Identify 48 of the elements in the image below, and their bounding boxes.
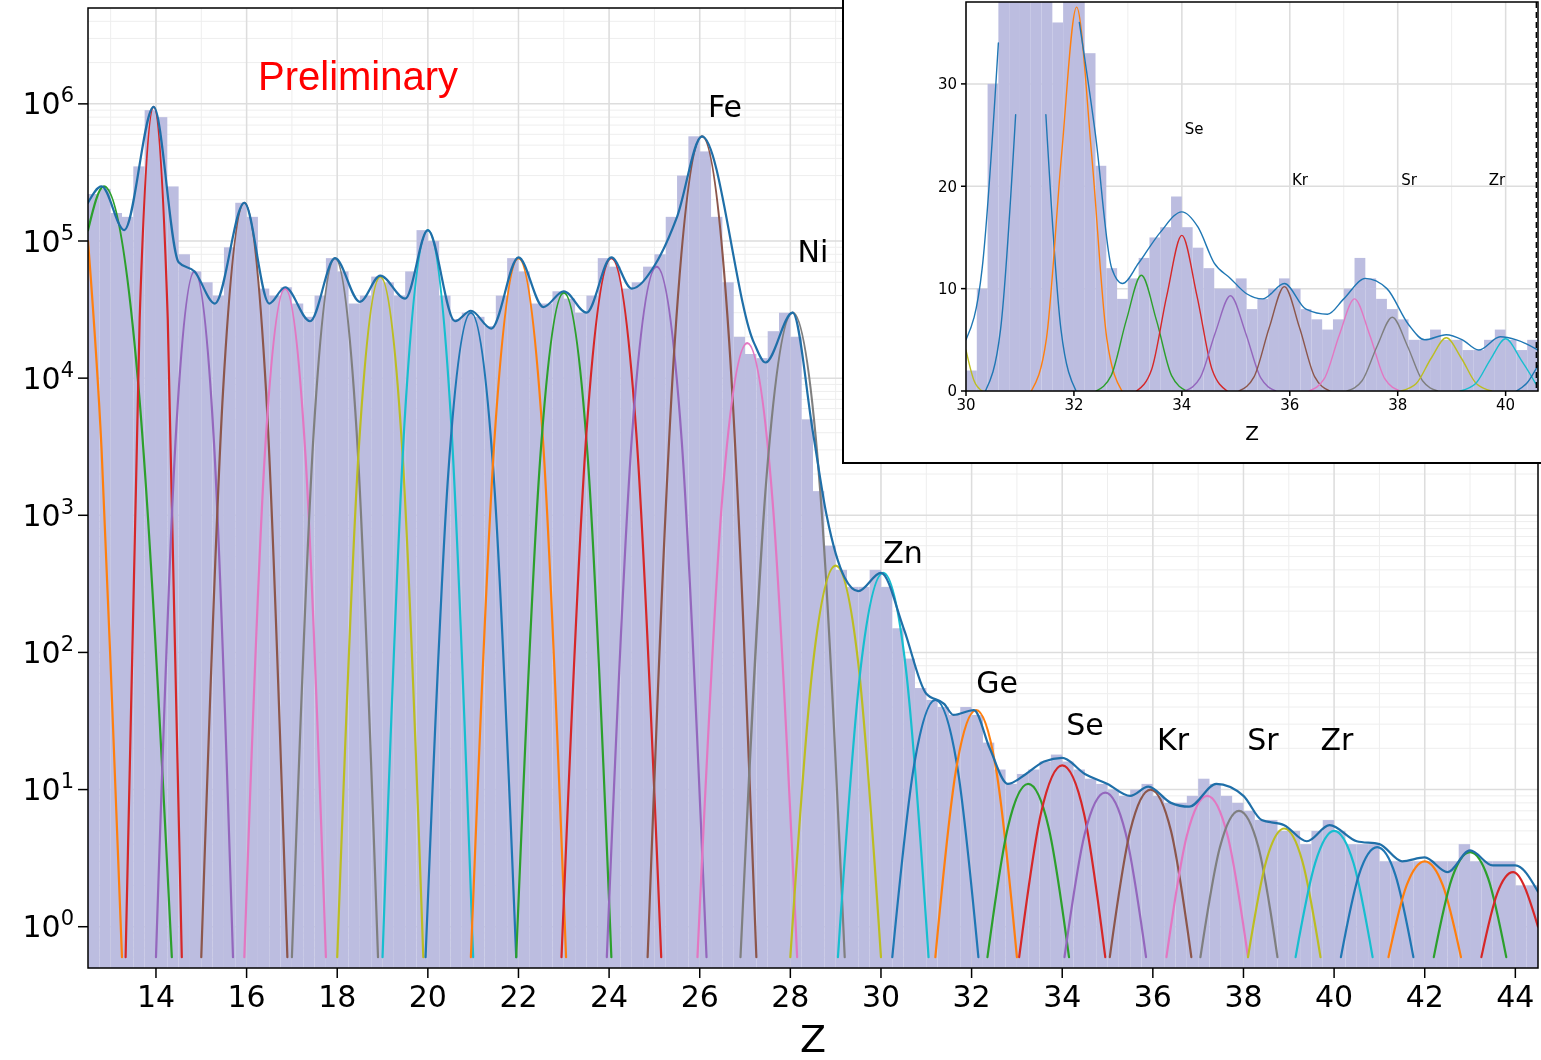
annotation: Zr <box>1320 722 1355 757</box>
x-tick-label: 34 <box>1172 396 1192 415</box>
x-tick-label: 30 <box>956 396 976 415</box>
annotation: Sr <box>1401 171 1418 189</box>
annotation: Se <box>1066 707 1104 742</box>
y-tick-label: 10$^{1}$ <box>22 769 74 808</box>
annotation: Preliminary <box>258 54 459 98</box>
x-tick-label: 36 <box>1133 978 1172 1014</box>
annotation: Zr <box>1488 171 1507 189</box>
x-axis-title: Z <box>1245 421 1259 445</box>
x-tick-label: 32 <box>952 978 991 1014</box>
x-tick-label: 16 <box>227 978 266 1014</box>
annotation: Se <box>1184 120 1204 138</box>
x-tick-label: 42 <box>1405 978 1444 1014</box>
y-tick-label: 20 <box>937 177 957 196</box>
annotation: Zn <box>883 535 923 570</box>
x-tick-label: 34 <box>1043 978 1082 1014</box>
annotation: Ni <box>797 234 829 269</box>
y-tick-label: 0 <box>947 382 957 401</box>
annotation: Fe <box>707 89 743 124</box>
annotation: Sr <box>1247 722 1280 757</box>
x-tick-label: 40 <box>1496 396 1516 415</box>
x-tick-label: 14 <box>136 978 176 1014</box>
annotation: Ge <box>976 665 1018 700</box>
x-tick-label: 22 <box>499 978 538 1014</box>
y-tick-label: 10$^{6}$ <box>22 83 74 122</box>
x-tick-label: 36 <box>1280 396 1300 415</box>
y-tick-label: 10$^{3}$ <box>22 494 74 533</box>
x-tick-label: 26 <box>680 978 719 1014</box>
y-tick-label: 10$^{2}$ <box>22 631 74 670</box>
y-tick-label: 10$^{0}$ <box>22 906 74 945</box>
x-tick-label: 40 <box>1315 978 1354 1014</box>
annotation: Kr <box>1291 171 1309 189</box>
x-tick-label: 44 <box>1496 978 1535 1014</box>
x-tick-label: 30 <box>861 978 901 1014</box>
x-tick-label: 32 <box>1064 396 1084 415</box>
x-tick-label: 24 <box>590 978 629 1014</box>
y-tick-label: 30 <box>937 75 957 94</box>
y-tick-label: 10$^{4}$ <box>22 357 74 396</box>
y-tick-label: 10 <box>937 279 957 298</box>
x-tick-label: 20 <box>408 978 447 1014</box>
x-tick-label: 18 <box>318 978 357 1014</box>
x-tick-label: 38 <box>1224 978 1263 1014</box>
annotation: Kr <box>1156 722 1190 757</box>
y-tick-label: 10$^{5}$ <box>22 220 74 259</box>
x-axis-title: Z <box>799 1017 827 1060</box>
x-tick-label: 28 <box>771 978 810 1014</box>
x-tick-label: 38 <box>1388 396 1408 415</box>
